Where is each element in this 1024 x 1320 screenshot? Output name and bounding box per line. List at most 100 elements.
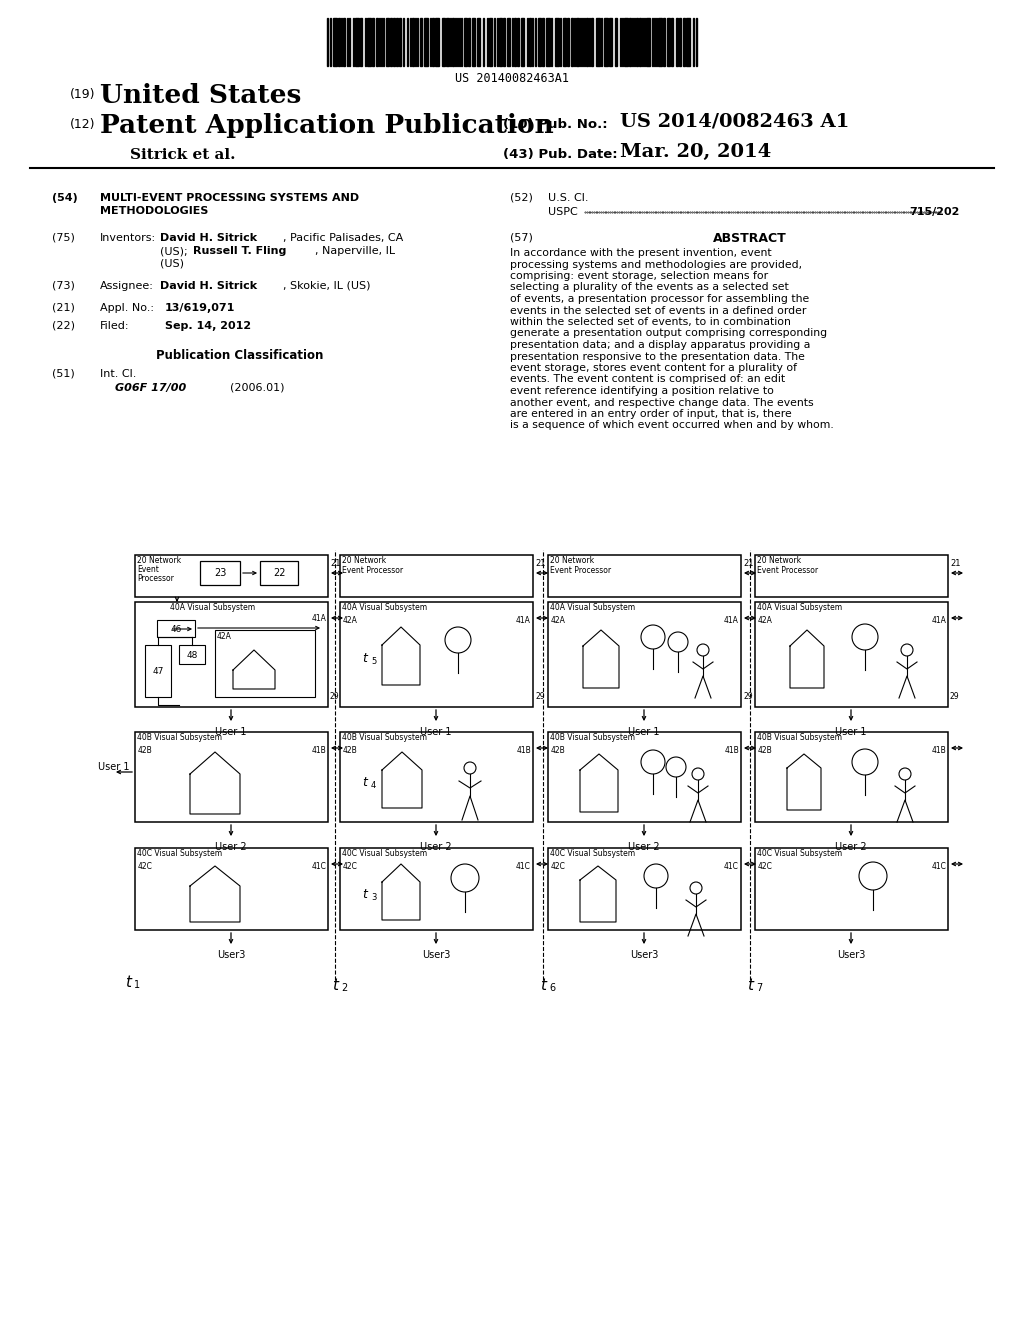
Bar bbox=[591, 18, 593, 66]
Text: (73): (73) bbox=[52, 281, 75, 290]
Bar bbox=[135, 733, 328, 822]
Bar bbox=[355, 18, 359, 66]
Text: User3: User3 bbox=[837, 950, 865, 960]
Bar bbox=[663, 18, 665, 66]
Text: Event: Event bbox=[137, 565, 159, 574]
Bar bbox=[179, 645, 205, 664]
Bar bbox=[546, 18, 550, 66]
Text: 42B: 42B bbox=[138, 746, 153, 755]
Text: (52): (52) bbox=[510, 193, 532, 203]
Bar bbox=[340, 847, 534, 931]
Text: (75): (75) bbox=[52, 234, 75, 243]
Text: comprising: event storage, selection means for: comprising: event storage, selection mea… bbox=[510, 271, 768, 281]
Text: User3: User3 bbox=[217, 950, 245, 960]
Text: David H. Sitrick: David H. Sitrick bbox=[160, 281, 257, 290]
Text: User3: User3 bbox=[422, 950, 451, 960]
Text: 5: 5 bbox=[371, 657, 376, 667]
Text: t: t bbox=[746, 978, 753, 993]
Bar bbox=[360, 18, 362, 66]
Text: event storage, stores event content for a plurality of: event storage, stores event content for … bbox=[510, 363, 797, 374]
Text: Appl. No.:: Appl. No.: bbox=[100, 304, 154, 313]
Text: (US);: (US); bbox=[160, 246, 191, 256]
Text: are entered in an entry order of input, that is, there: are entered in an entry order of input, … bbox=[510, 409, 792, 418]
Text: 40B Visual Subsystem: 40B Visual Subsystem bbox=[342, 733, 427, 742]
Bar bbox=[604, 18, 608, 66]
Text: 41C: 41C bbox=[311, 862, 326, 871]
Bar bbox=[135, 847, 328, 931]
Text: 40A Visual Subsystem: 40A Visual Subsystem bbox=[170, 603, 255, 612]
Bar bbox=[399, 18, 401, 66]
Text: , Skokie, IL (US): , Skokie, IL (US) bbox=[283, 281, 371, 290]
Text: 40A Visual Subsystem: 40A Visual Subsystem bbox=[342, 603, 427, 612]
Text: 42A: 42A bbox=[217, 632, 231, 642]
Text: (22): (22) bbox=[52, 321, 75, 331]
Text: 13/619,071: 13/619,071 bbox=[165, 304, 236, 313]
Text: User 2: User 2 bbox=[215, 842, 247, 851]
Text: 2: 2 bbox=[341, 983, 347, 993]
Bar bbox=[755, 602, 948, 708]
Text: Event Processor: Event Processor bbox=[757, 566, 818, 576]
Text: 42B: 42B bbox=[758, 746, 773, 755]
Text: 21: 21 bbox=[330, 558, 341, 568]
Bar bbox=[571, 18, 573, 66]
Text: 40C Visual Subsystem: 40C Visual Subsystem bbox=[757, 849, 842, 858]
Text: METHODOLOGIES: METHODOLOGIES bbox=[100, 206, 208, 216]
Bar bbox=[596, 18, 600, 66]
Bar bbox=[538, 18, 541, 66]
Bar bbox=[679, 18, 681, 66]
Text: In accordance with the present invention, event: In accordance with the present invention… bbox=[510, 248, 772, 257]
Bar bbox=[386, 18, 389, 66]
Text: 40B Visual Subsystem: 40B Visual Subsystem bbox=[137, 733, 222, 742]
Bar bbox=[396, 18, 398, 66]
Text: 42C: 42C bbox=[551, 862, 566, 871]
Bar bbox=[393, 18, 395, 66]
Text: (57): (57) bbox=[510, 232, 532, 242]
Text: t: t bbox=[362, 776, 367, 788]
Text: selecting a plurality of the events as a selected set: selecting a plurality of the events as a… bbox=[510, 282, 788, 293]
Bar bbox=[420, 18, 422, 66]
Text: 29: 29 bbox=[950, 692, 959, 701]
Text: t: t bbox=[362, 652, 367, 665]
Text: processing systems and methodologies are provided,: processing systems and methodologies are… bbox=[510, 260, 802, 269]
Text: 41C: 41C bbox=[516, 862, 531, 871]
Bar bbox=[755, 554, 948, 597]
Bar bbox=[609, 18, 612, 66]
Bar bbox=[367, 18, 371, 66]
Text: t: t bbox=[540, 978, 546, 993]
Bar bbox=[390, 18, 392, 66]
Bar bbox=[343, 18, 345, 66]
Bar bbox=[676, 18, 678, 66]
Text: Publication Classification: Publication Classification bbox=[157, 348, 324, 362]
Text: events in the selected set of events in a defined order: events in the selected set of events in … bbox=[510, 305, 806, 315]
Bar bbox=[586, 18, 588, 66]
Text: MULTI-EVENT PROCESSING SYSTEMS AND: MULTI-EVENT PROCESSING SYSTEMS AND bbox=[100, 193, 359, 203]
Bar bbox=[499, 18, 502, 66]
Text: 6: 6 bbox=[549, 983, 555, 993]
Bar bbox=[340, 554, 534, 597]
Text: 48: 48 bbox=[186, 651, 198, 660]
Text: generate a presentation output comprising corresponding: generate a presentation output comprisin… bbox=[510, 329, 827, 338]
Text: 20 Network: 20 Network bbox=[342, 556, 386, 565]
Text: David H. Sitrick: David H. Sitrick bbox=[160, 234, 257, 243]
Text: User3: User3 bbox=[630, 950, 658, 960]
Text: (US): (US) bbox=[160, 259, 184, 269]
Bar bbox=[432, 18, 434, 66]
Text: (54): (54) bbox=[52, 193, 78, 203]
Text: United States: United States bbox=[100, 83, 301, 108]
Text: Sep. 14, 2012: Sep. 14, 2012 bbox=[165, 321, 251, 331]
Text: (19): (19) bbox=[70, 88, 95, 102]
Text: 3: 3 bbox=[371, 892, 377, 902]
Text: within the selected set of events, to in combination: within the selected set of events, to in… bbox=[510, 317, 791, 327]
Text: User 1: User 1 bbox=[98, 762, 130, 772]
Text: US 20140082463A1: US 20140082463A1 bbox=[455, 73, 569, 84]
Text: of events, a presentation processor for assembling the: of events, a presentation processor for … bbox=[510, 294, 809, 304]
Text: 7: 7 bbox=[756, 983, 762, 993]
Text: t: t bbox=[332, 978, 338, 993]
Text: (51): (51) bbox=[52, 370, 75, 379]
Bar bbox=[548, 733, 741, 822]
Bar bbox=[145, 645, 171, 697]
Text: is a sequence of which event occurred when and by whom.: is a sequence of which event occurred wh… bbox=[510, 421, 834, 430]
Text: ABSTRACT: ABSTRACT bbox=[713, 232, 786, 246]
Text: 20 Network: 20 Network bbox=[137, 556, 181, 565]
Text: 42B: 42B bbox=[343, 746, 357, 755]
